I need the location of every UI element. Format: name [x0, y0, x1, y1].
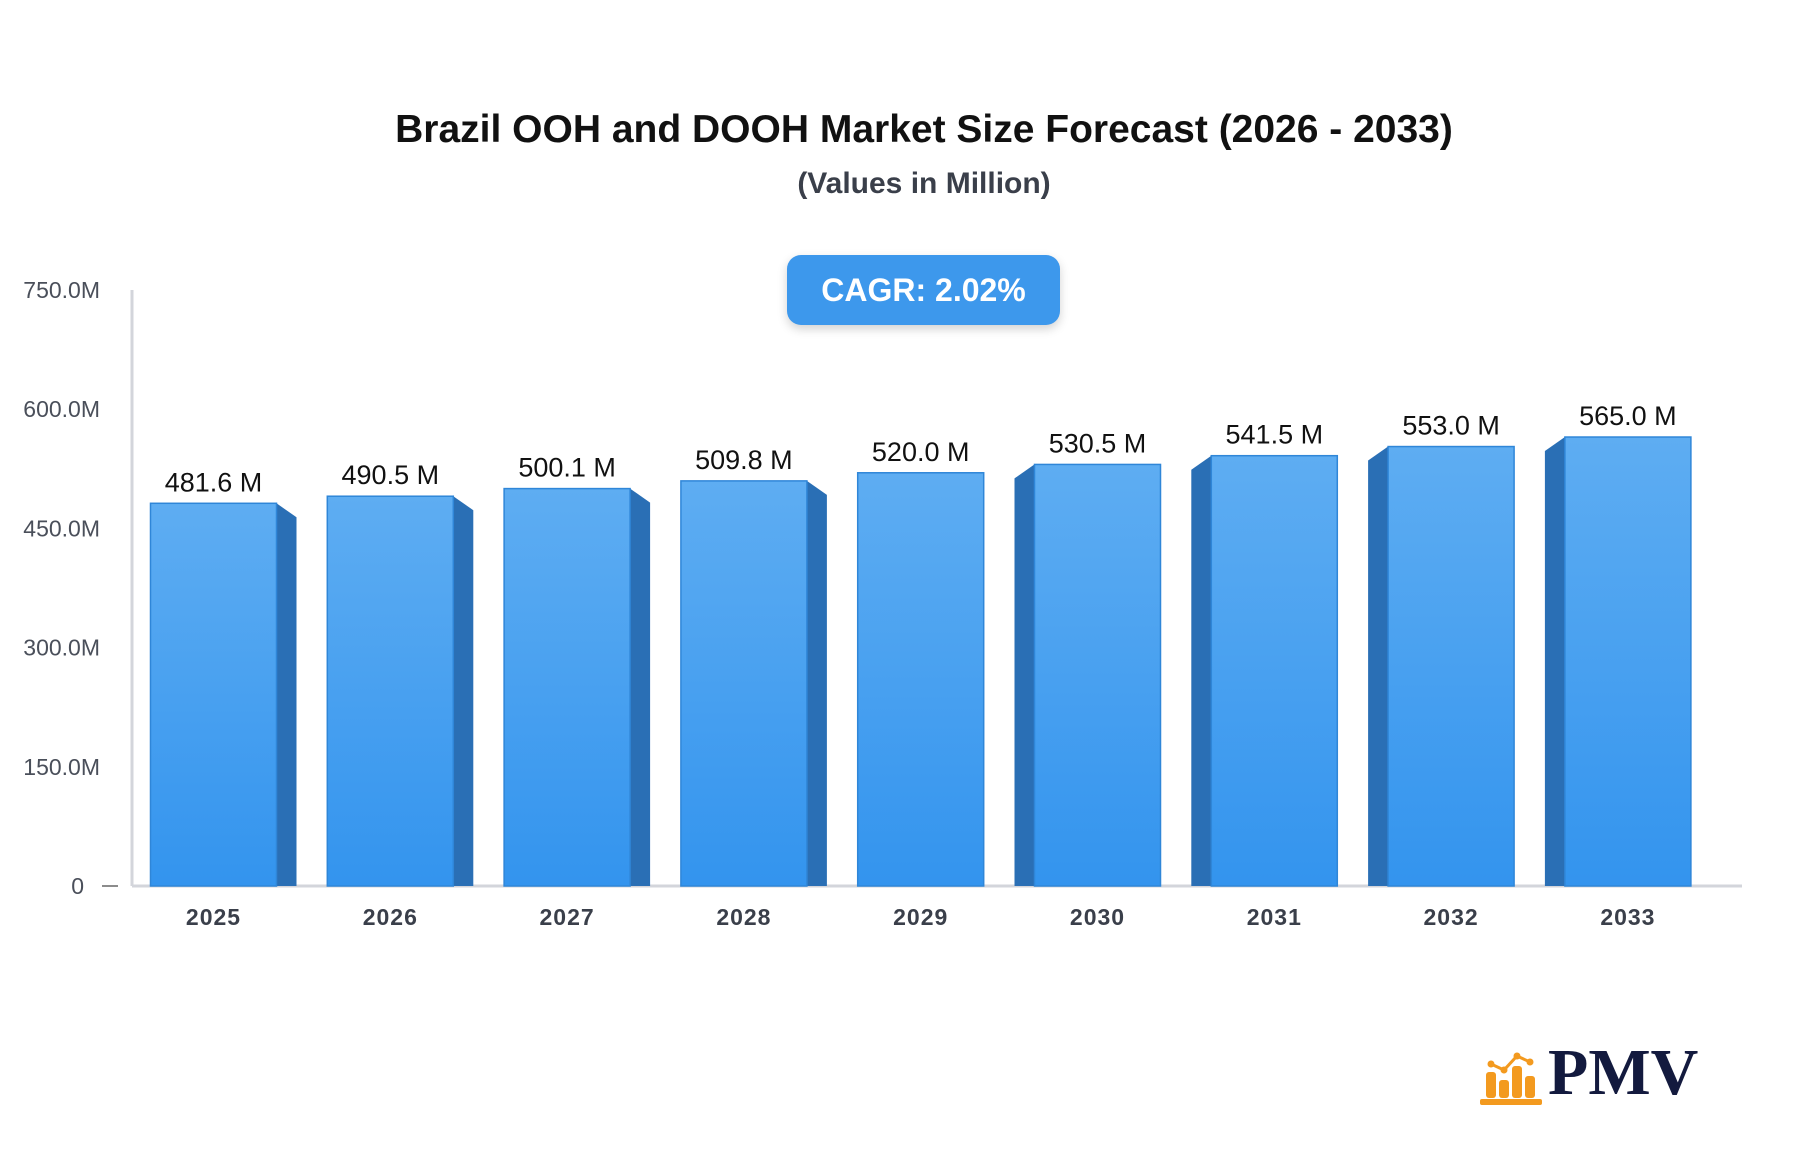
data-label: 541.5 M	[1226, 420, 1324, 450]
logo-text: PMV	[1548, 1036, 1699, 1109]
bar	[1210, 454, 1339, 887]
chart-subtitle: (Values in Million)	[797, 167, 1051, 200]
bar	[856, 472, 985, 887]
bar-2030: 530.5 M 2030	[1014, 428, 1162, 930]
cagr-badge: CAGR: 2.02%	[787, 255, 1060, 325]
bar-side	[630, 488, 651, 886]
x-tick-label: 2033	[1600, 904, 1655, 930]
bar	[1387, 445, 1515, 887]
data-label: 565.0 M	[1579, 401, 1677, 431]
x-tick-label: 2031	[1247, 904, 1302, 930]
chart-logo-icon	[1480, 1052, 1542, 1105]
x-tick-label: 2028	[716, 904, 771, 930]
y-tick-label: 300.0M	[23, 635, 100, 661]
x-tick-label: 2027	[540, 904, 595, 930]
y-tick-label: 0	[71, 873, 84, 899]
bar-side	[806, 480, 827, 886]
bar	[326, 495, 455, 887]
bar	[1564, 436, 1692, 887]
data-label: 530.5 M	[1049, 428, 1147, 458]
bar	[149, 502, 278, 887]
bar-2033: 565.0 M 2033	[1544, 401, 1692, 930]
bar-side	[1014, 464, 1035, 886]
bar	[1033, 463, 1162, 887]
bar-2032: 553.0 M 2032	[1368, 411, 1515, 930]
bar-2029: 520.0 M 2029	[856, 437, 985, 930]
y-tick-label: 150.0M	[23, 754, 100, 780]
bar-side	[453, 496, 474, 886]
x-tick-label: 2026	[363, 904, 418, 930]
y-tick-label: 750.0M	[23, 277, 100, 303]
bar-side	[1368, 446, 1389, 886]
bar	[503, 487, 631, 887]
bar-2026: 490.5 M 2026	[326, 460, 474, 930]
bar-side	[1544, 437, 1565, 886]
data-label: 509.8 M	[695, 445, 793, 475]
y-tick-label: 600.0M	[23, 396, 100, 422]
x-tick-label: 2025	[186, 904, 241, 930]
data-label: 490.5 M	[342, 460, 440, 490]
data-label: 553.0 M	[1402, 411, 1500, 441]
data-label: 481.6 M	[165, 467, 263, 497]
x-tick-label: 2030	[1070, 904, 1125, 930]
bar-2027: 500.1 M 2027	[503, 453, 651, 930]
bar-2025: 481.6 M 2025	[149, 467, 297, 930]
bar-side	[276, 503, 297, 886]
bar	[680, 480, 808, 887]
bar-2031: 541.5 M 2031	[1191, 420, 1339, 930]
data-label: 500.1 M	[518, 453, 616, 483]
pmv-logo: PMV	[1480, 1040, 1698, 1106]
x-tick-label: 2032	[1424, 904, 1479, 930]
data-label: 520.0 M	[872, 437, 970, 467]
bar-side	[1191, 455, 1212, 886]
y-tick-label: 450.0M	[23, 515, 100, 541]
chart-title: Brazil OOH and DOOH Market Size Forecast…	[395, 108, 1453, 151]
x-tick-label: 2029	[893, 904, 948, 930]
bar-2028: 509.8 M 2028	[680, 445, 827, 930]
